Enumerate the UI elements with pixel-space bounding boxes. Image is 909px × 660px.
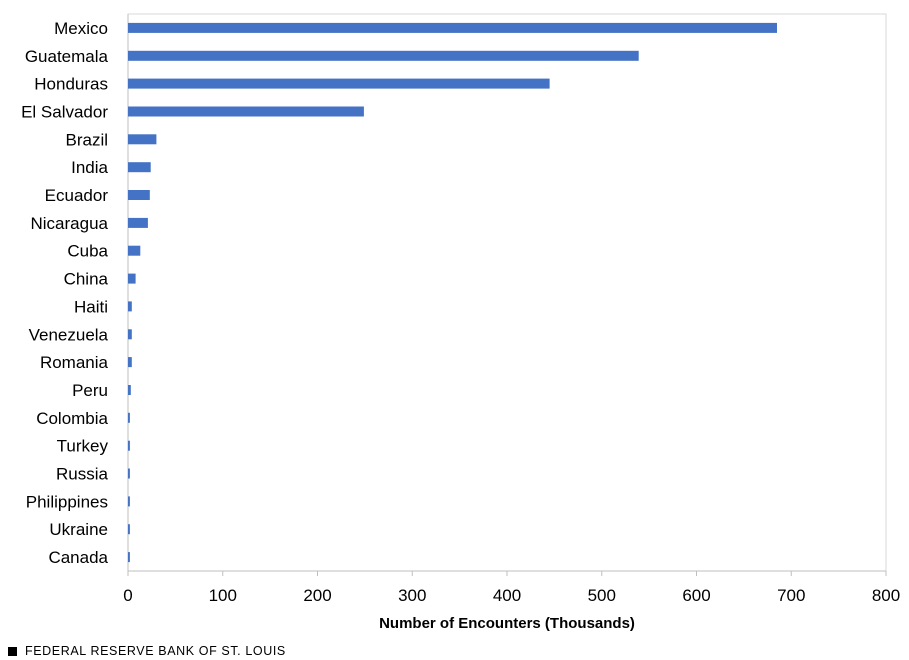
bar-el-salvador: [128, 106, 364, 117]
bar-india: [128, 162, 151, 173]
bar-honduras: [128, 78, 550, 89]
bar-brazil: [128, 134, 157, 145]
bar-ukraine: [128, 524, 130, 535]
x-tick-label: 600: [682, 586, 710, 605]
x-axis-title: Number of Encounters (Thousands): [379, 615, 635, 632]
x-tick-label: 0: [123, 586, 132, 605]
x-tick-label: 700: [777, 586, 805, 605]
bar-canada: [128, 552, 130, 563]
footer-source-text: FEDERAL RESERVE BANK OF ST. LOUIS: [25, 644, 286, 658]
x-tick-label: 200: [303, 586, 331, 605]
category-label: Canada: [48, 548, 108, 567]
category-label: Mexico: [54, 19, 108, 38]
category-label: Colombia: [36, 409, 108, 428]
bar-philippines: [128, 496, 130, 507]
category-label: China: [64, 270, 109, 289]
bar-ecuador: [128, 190, 150, 200]
x-tick-label: 800: [872, 586, 900, 605]
category-label: Ukraine: [49, 520, 108, 539]
category-label: Guatemala: [25, 47, 109, 66]
category-label: Honduras: [34, 75, 108, 94]
bar-cuba: [128, 245, 141, 256]
category-labels: Mexico Guatemala Honduras El Salvador Brazil…: [21, 19, 108, 567]
bar-guatemala: [128, 50, 639, 61]
bar-haiti: [128, 301, 132, 312]
category-label: Philippines: [26, 492, 108, 511]
source-footer: FEDERAL RESERVE BANK OF ST. LOUIS: [8, 644, 286, 658]
footer-square-icon: [8, 646, 17, 656]
x-tick-label: 400: [493, 586, 521, 605]
category-label: El Salvador: [21, 103, 108, 122]
bar-colombia: [128, 412, 130, 423]
x-tick-labels: 0 100 200 300 400 500 600 700 800: [123, 571, 900, 605]
bar-venezuela: [128, 329, 132, 340]
x-tick-label: 500: [588, 586, 616, 605]
category-label: Cuba: [67, 242, 108, 261]
bar-russia: [128, 468, 130, 479]
category-label: Ecuador: [45, 186, 109, 205]
bar-mexico: [128, 22, 777, 33]
bar-nicaragua: [128, 217, 148, 228]
category-label: Turkey: [57, 437, 109, 456]
x-tick-label: 300: [398, 586, 426, 605]
category-label: Nicaragua: [31, 214, 109, 233]
bar-peru: [128, 385, 131, 395]
category-label: Haiti: [74, 297, 108, 316]
bar-turkey: [128, 440, 130, 451]
bar-romania: [128, 357, 132, 368]
bars-group: [128, 22, 777, 563]
plot-area-frame: [127, 13, 887, 572]
bar-chart: Mexico Guatemala Honduras El Salvador Brazil…: [21, 13, 900, 632]
bar-china: [128, 273, 136, 284]
category-label: Peru: [72, 381, 108, 400]
category-label: India: [71, 158, 108, 177]
x-tick-label: 100: [209, 586, 237, 605]
category-label: Venezuela: [29, 325, 109, 344]
category-label: Romania: [40, 353, 109, 372]
category-label: Russia: [56, 465, 109, 484]
category-label: Brazil: [65, 130, 108, 149]
